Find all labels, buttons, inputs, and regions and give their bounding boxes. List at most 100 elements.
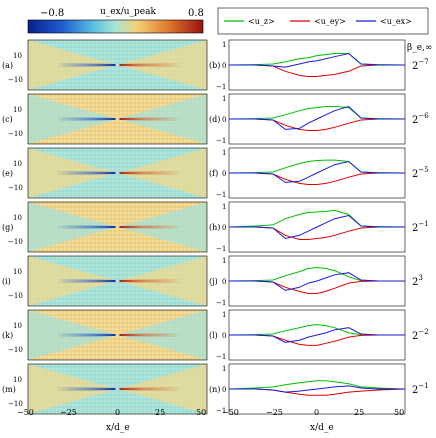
series-line-uex (229, 214, 405, 240)
series-line-uz (228, 380, 406, 390)
beta-value: 2−1 (412, 382, 429, 396)
colorbar-tick-max: 0.8 (188, 8, 204, 19)
profile-y-tick: −1 (216, 353, 226, 361)
profile-y-tick: 0 (222, 332, 226, 340)
colorbar: −0.8 u_ex/u_peak 0.8 (27, 7, 204, 34)
profile-y-tick: 1 (222, 149, 226, 157)
profile-y-tick: 0 (222, 386, 226, 394)
right-x-label: x/d_e (310, 423, 334, 433)
beta-value: 2−7 (412, 58, 429, 72)
profile-y-tick: 1 (222, 203, 226, 211)
heatmap-y-tick: 10 (13, 268, 22, 276)
colorbar-tick-min: −0.8 (40, 8, 64, 19)
right-x-tick: 50 (394, 408, 404, 417)
heatmap-jet-negative (58, 117, 116, 121)
profile-y-tick: 1 (222, 311, 226, 319)
heatmap-frame (27, 201, 208, 253)
heatmap-jet-positive (119, 387, 179, 391)
profile-y-tick: 0 (222, 62, 226, 70)
heatmap-column: (a)10−10(c)10−10(e)10−10(g)10−10(i)10−10… (2, 39, 208, 415)
profile-y-tick: 0 (222, 116, 226, 124)
heatmap-frame (27, 39, 208, 91)
profile-y-tick: 1 (222, 41, 226, 49)
heatmap-panel: (a)10 −10 (2, 39, 208, 91)
profile-y-tick: −1 (216, 407, 226, 415)
heatmap-y-tick: 10 (13, 106, 22, 114)
profile-panel: (h) 1 0 −1 2−1 (209, 201, 429, 253)
heatmap-panel-label: (i) (2, 277, 11, 286)
legend: <u_z> <u_ey> <u_ex> (217, 7, 429, 35)
profile-panel-label: (h) (209, 223, 220, 232)
heatmap-y-tick: −10 (8, 76, 23, 84)
right-x-axis: −50 −25 0 25 50 x/d_e (222, 408, 404, 433)
beta-header: β_e,∞ (407, 43, 432, 53)
legend-label-uex: <u_ex> (380, 17, 412, 26)
colorbar-label: u_ex/u_peak (100, 7, 156, 17)
profile-panel: (j) 1 0 −1 23 (209, 255, 423, 307)
series-line-uz (228, 324, 405, 336)
heatmap-jet-negative (58, 225, 116, 229)
heatmap-panel-label: (m) (2, 385, 16, 394)
left-x-tick: −25 (60, 408, 77, 417)
series-line-uex (229, 385, 405, 393)
profile-y-tick: 0 (222, 278, 226, 286)
heatmap-jet-negative (58, 63, 116, 67)
profile-panel-label: (d) (209, 115, 220, 124)
right-x-tick: 25 (354, 408, 364, 417)
heatmap-frame (27, 363, 208, 415)
beta-value: 2−5 (412, 166, 429, 180)
profile-y-tick: −1 (216, 299, 226, 307)
profile-column: (b) 1 0 −1 2−7 (d) 1 0 −1 2−6 (f) 1 0 −1 2−5 (h) 1 0 −1 2−1… (209, 39, 429, 415)
profile-panel: (d) 1 0 −1 2−6 (209, 93, 429, 145)
heatmap-jet-negative (58, 387, 116, 391)
colorbar-gradient (27, 19, 204, 34)
heatmap-jet-positive (119, 279, 179, 283)
profile-y-tick: 1 (222, 257, 226, 265)
profile-panel: (n) 1 0 −1 2−1 (209, 363, 429, 415)
heatmap-panel: (k)10 −10 (2, 309, 208, 361)
legend-label-uz: <u_z> (248, 17, 275, 26)
profile-y-tick: −1 (216, 245, 226, 253)
profile-panel: (l) 1 0 −1 2−2 (209, 309, 429, 361)
heatmap-frame (27, 147, 208, 199)
series-line-uex (229, 160, 405, 183)
legend-label-uey: <u_ey> (314, 17, 346, 26)
heatmap-panel: (i)10 −10 (2, 255, 208, 307)
heatmap-frame (27, 309, 208, 361)
beta-value: 23 (412, 274, 423, 288)
heatmap-jet-negative (58, 333, 116, 337)
heatmap-y-tick: 10 (13, 160, 22, 168)
heatmap-y-tick: 10 (13, 52, 22, 60)
heatmap-panel: (e)10 −10 (2, 147, 208, 199)
heatmap-panel: (g)10 −10 (2, 201, 208, 253)
left-x-tick: 0 (115, 408, 120, 417)
profile-y-tick: 0 (222, 170, 226, 178)
profile-panel-label: (l) (209, 331, 218, 340)
profile-y-tick: 1 (222, 365, 226, 373)
profile-y-tick: −1 (216, 83, 226, 91)
series-line-uex (229, 105, 405, 130)
profile-panel-label: (j) (209, 277, 218, 286)
heatmap-y-tick: 10 (13, 322, 22, 330)
heatmap-y-tick: −10 (8, 400, 23, 408)
beta-value: 2−1 (412, 220, 429, 234)
heatmap-panel-label: (e) (2, 169, 13, 178)
heatmap-y-tick: 10 (13, 214, 22, 222)
heatmap-frame (27, 255, 208, 307)
heatmap-panel: (c)10 −10 (2, 93, 208, 145)
heatmap-panel-label: (a) (2, 61, 13, 70)
heatmap-y-tick: −10 (8, 184, 23, 192)
legend-box (217, 7, 429, 35)
profile-y-tick: 1 (222, 95, 226, 103)
left-x-label: x/d_e (106, 423, 130, 433)
heatmap-panel-label: (g) (2, 223, 13, 232)
profile-y-tick: −1 (216, 137, 226, 145)
series-line-uex (229, 327, 405, 343)
heatmap-y-tick: 10 (13, 376, 22, 384)
heatmap-jet-negative (58, 171, 116, 175)
heatmap-panel-label: (c) (2, 115, 13, 124)
heatmap-frame (27, 93, 208, 145)
beta-value: 2−6 (412, 112, 429, 126)
profile-panel-label: (b) (209, 61, 220, 70)
